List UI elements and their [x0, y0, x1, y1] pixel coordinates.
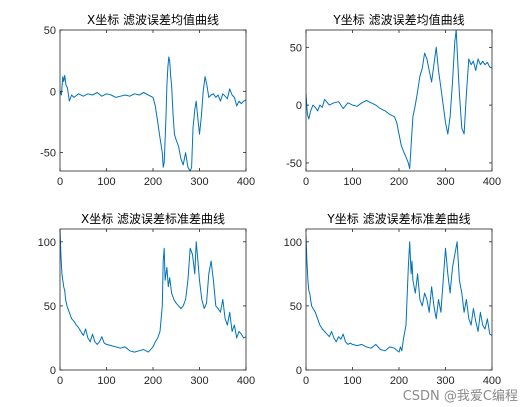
x-tick-label: 0 [57, 176, 63, 188]
subplot-3: 0 100 200 300 400 0 50 100 X坐标 滤波误差标准差曲线 [38, 212, 256, 387]
x-tick-label: 100 [343, 375, 361, 387]
x-tick-label: 0 [303, 375, 309, 387]
y-tick-label: 100 [38, 237, 56, 249]
series-line [60, 229, 246, 353]
watermark: CSDN @我爱C编程 [403, 389, 518, 404]
x-tick-label: 400 [483, 176, 501, 188]
subplot-1: 0 100 200 300 400 -50 0 50 X坐标 滤波误差均值曲线 [40, 12, 255, 188]
y-tick-label: 50 [44, 25, 56, 37]
y-tick-label: 50 [44, 301, 56, 313]
x-tick-label: 0 [57, 375, 63, 387]
y-tick-label: 0 [296, 365, 302, 377]
chart-title: Y坐标 滤波误差标准差曲线 [326, 212, 470, 226]
x-tick-label: 300 [190, 176, 208, 188]
x-tick-label: 400 [237, 176, 255, 188]
x-tick-label: 200 [390, 375, 408, 387]
series-line [60, 56, 246, 171]
x-tick-label: 0 [303, 176, 309, 188]
subplot-4: 0 100 200 300 400 0 50 100 Y坐标 滤波误差标准差曲线 [284, 212, 502, 387]
x-tick-label: 100 [343, 176, 361, 188]
x-tick-label: 400 [237, 375, 255, 387]
series-line [306, 30, 492, 170]
y-tick-label: 50 [290, 42, 302, 54]
y-tick-label: 100 [284, 237, 302, 249]
x-tick-label: 400 [483, 375, 501, 387]
x-tick-label: 300 [436, 375, 454, 387]
y-tick-label: 0 [50, 86, 56, 98]
x-tick-label: 100 [97, 375, 115, 387]
series-line [306, 235, 492, 353]
chart-title: Y坐标 滤波误差均值曲线 [332, 12, 464, 27]
x-tick-label: 100 [97, 176, 115, 188]
x-tick-label: 300 [436, 176, 454, 188]
y-tick-label: 0 [50, 365, 56, 377]
x-tick-label: 200 [390, 176, 408, 188]
x-tick-label: 300 [190, 375, 208, 387]
x-tick-label: 200 [144, 375, 162, 387]
y-tick-label: -50 [286, 158, 302, 170]
chart-title: X坐标 滤波误差均值曲线 [87, 12, 219, 27]
chart-title: X坐标 滤波误差标准差曲线 [81, 212, 225, 226]
y-tick-label: 50 [290, 301, 302, 313]
y-tick-label: -50 [40, 148, 56, 160]
y-tick-label: 0 [296, 100, 302, 112]
x-tick-label: 200 [144, 176, 162, 188]
